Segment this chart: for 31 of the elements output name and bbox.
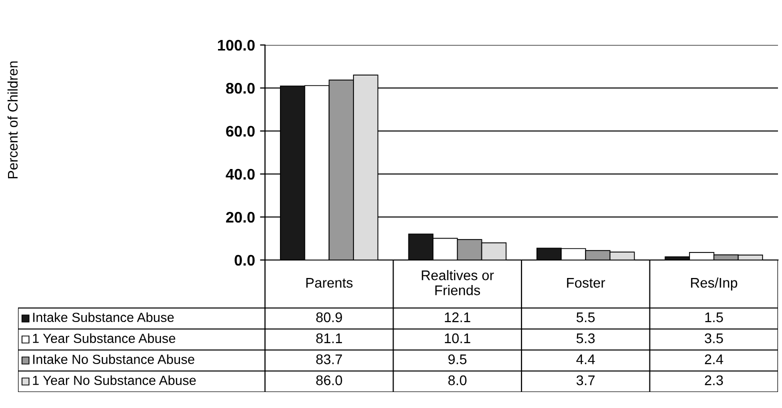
y-tick-label: 60.0	[226, 126, 255, 137]
data-label: 83.7	[316, 354, 342, 364]
y-tick-label: 20.0	[226, 212, 255, 223]
data-label: 5.3	[576, 333, 595, 344]
data-label: 4.4	[576, 354, 595, 364]
legend-label: 1 Year No Substance Abuse	[33, 375, 196, 386]
legend-label: Intake Substance Abuse	[33, 312, 174, 322]
legend-label: 1 Year Substance Abuse	[33, 333, 176, 344]
text: Percent of Children	[8, 61, 18, 178]
data-label: 1.5	[705, 312, 723, 322]
y-tick-label: 0.0	[234, 254, 255, 266]
data-label: 3.7	[576, 375, 595, 386]
y-tick-label: 80.0	[226, 82, 255, 94]
x-tick-label: Parents	[306, 278, 353, 288]
legend-label: Intake No Substance Abuse	[33, 354, 194, 364]
data-label: 2.4	[704, 354, 724, 364]
data-label: 5.5	[576, 312, 595, 322]
data-label: 9.5	[448, 354, 466, 364]
x-tick-label: Res/Inp	[691, 278, 738, 290]
y-tick-label: 40.0	[226, 168, 255, 180]
data-label: 12.1	[444, 312, 470, 322]
x-tick-label: Realtives or Friends	[422, 270, 494, 296]
data-label: 10.1	[444, 333, 470, 344]
data-label: 2.3	[704, 375, 723, 386]
data-label: 81.1	[316, 333, 342, 344]
data-label: 8.0	[448, 375, 466, 386]
y-tick-label: 100.0	[218, 40, 255, 51]
data-label: 80.9	[316, 312, 342, 322]
data-label: 3.5	[704, 333, 723, 344]
data-label: 86.0	[316, 375, 342, 386]
x-tick-label: Foster	[567, 278, 606, 288]
